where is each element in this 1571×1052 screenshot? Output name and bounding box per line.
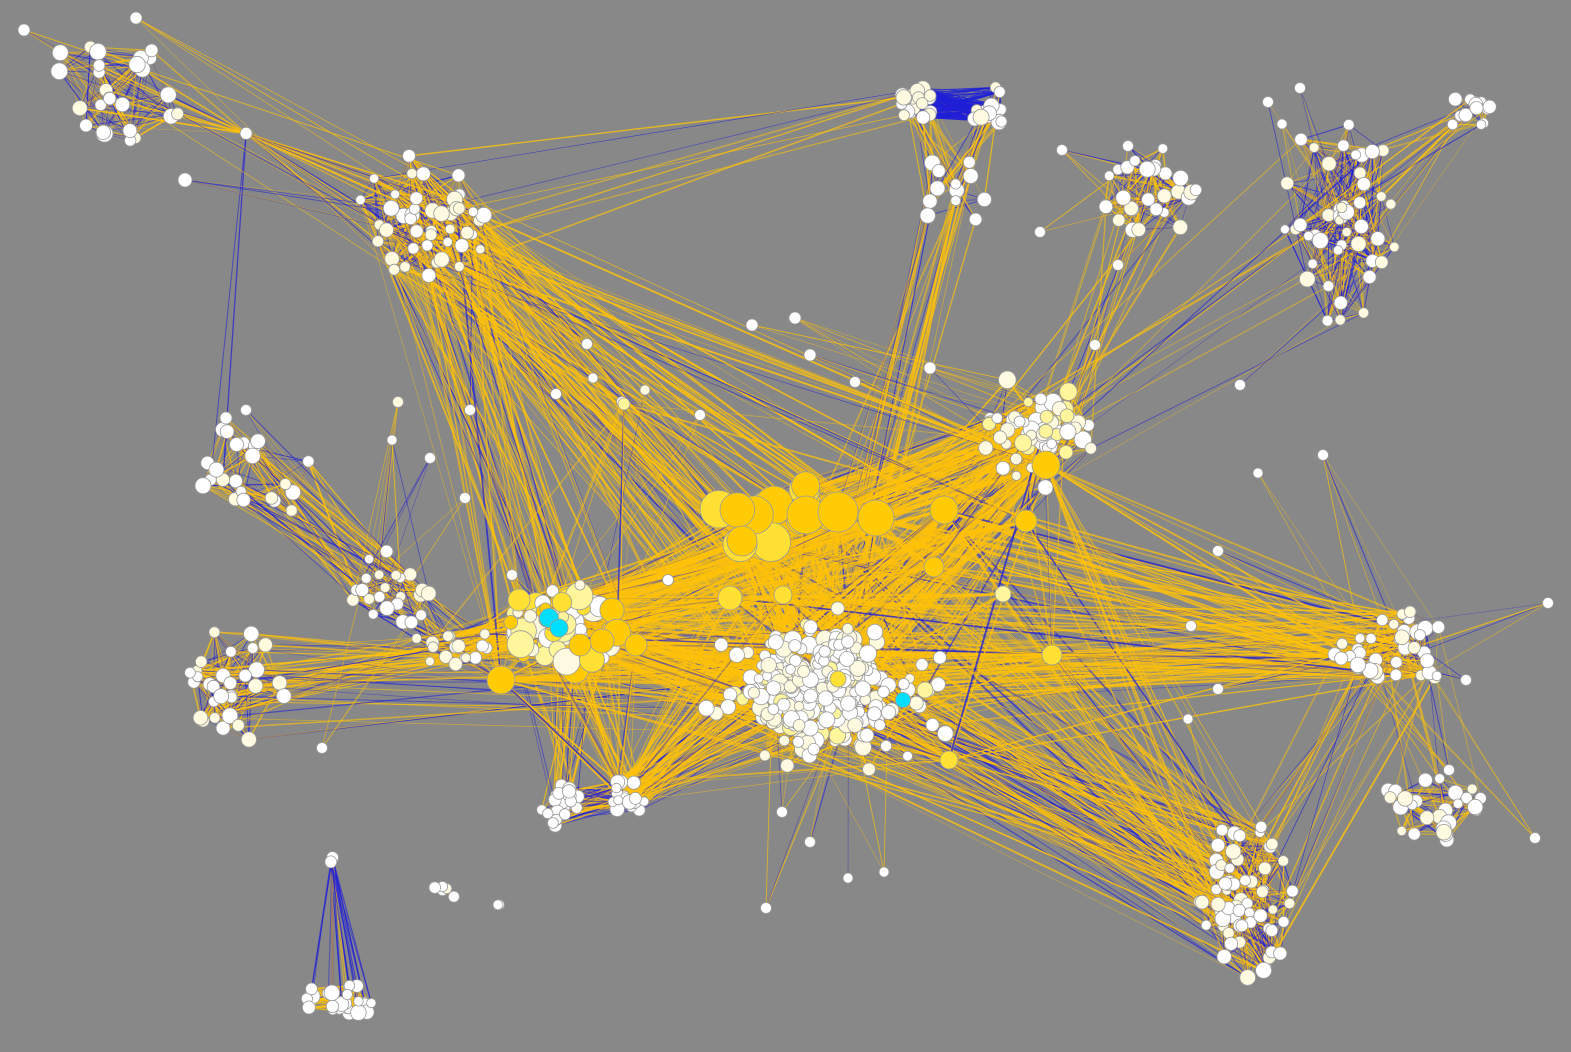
graph-edge bbox=[129, 64, 138, 131]
graph-edge bbox=[214, 631, 285, 697]
graph-edge bbox=[135, 69, 143, 138]
graph-edge bbox=[927, 199, 985, 216]
graph-edge bbox=[98, 65, 178, 115]
graph-edge bbox=[1327, 155, 1363, 321]
graph-edge bbox=[100, 104, 172, 117]
graph-edge bbox=[1299, 163, 1330, 226]
graph-edge bbox=[1339, 196, 1382, 321]
graph-edge bbox=[79, 107, 178, 115]
graph-edge bbox=[1328, 150, 1384, 287]
graph-edge bbox=[60, 52, 172, 117]
graph-edge bbox=[60, 52, 136, 139]
graph-edge bbox=[1134, 160, 1140, 230]
graph-edge bbox=[373, 178, 379, 242]
graph-edge bbox=[1314, 147, 1356, 156]
graph-edge bbox=[85, 46, 91, 126]
graph-edge bbox=[129, 94, 169, 131]
graph-edge bbox=[1380, 196, 1395, 248]
graph-edge bbox=[85, 113, 178, 127]
graph-edge bbox=[59, 52, 105, 134]
graph-edge bbox=[1343, 145, 1395, 248]
graph-edge bbox=[1327, 312, 1364, 322]
